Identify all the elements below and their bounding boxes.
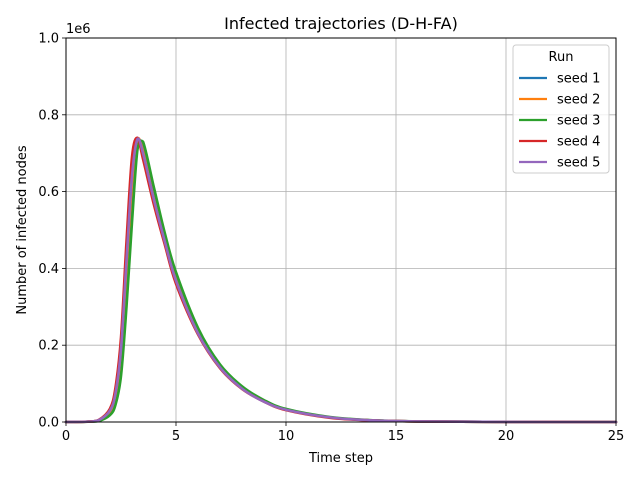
legend-label: seed 2: [557, 93, 600, 108]
x-tick-label: 10: [278, 429, 295, 444]
y-tick-label: 0.0: [38, 416, 59, 431]
y-tick-label: 1.0: [38, 32, 59, 47]
legend-label: seed 3: [557, 114, 600, 129]
y-tick-label: 0.4: [38, 262, 59, 277]
series-line-5: [64, 137, 618, 424]
plot-frame: [65, 37, 617, 423]
legend-items: seed 1 seed 2 seed 3 seed 4 seed 5: [519, 72, 600, 171]
x-tick-label: 5: [172, 429, 180, 444]
legend-title: Run: [549, 50, 574, 65]
series-layer: [64, 136, 618, 424]
x-tick-label: 25: [608, 429, 625, 444]
y-tick-label: 0.2: [38, 339, 59, 354]
legend-label: seed 1: [557, 72, 600, 87]
chart-title: Infected trajectories (D-H-FA): [224, 14, 458, 33]
ticks: 0 5 10 15 20 25 0.0 0.2 0.4 0.6 0.8 1.0: [38, 32, 624, 445]
y-axis-label: Number of infected nodes: [15, 145, 30, 315]
x-tick-label: 0: [62, 429, 70, 444]
y-offset-text: 1e6: [66, 22, 91, 37]
legend: Run seed 1 seed 2 seed 3 seed 4 seed 5: [512, 44, 610, 174]
y-tick-label: 0.6: [38, 185, 59, 200]
legend-label: seed 4: [557, 135, 600, 150]
legend-label: seed 5: [557, 156, 600, 171]
x-axis-label: Time step: [308, 451, 373, 466]
x-tick-label: 20: [498, 429, 515, 444]
y-tick-label: 0.8: [38, 108, 59, 123]
x-tick-label: 15: [388, 429, 405, 444]
